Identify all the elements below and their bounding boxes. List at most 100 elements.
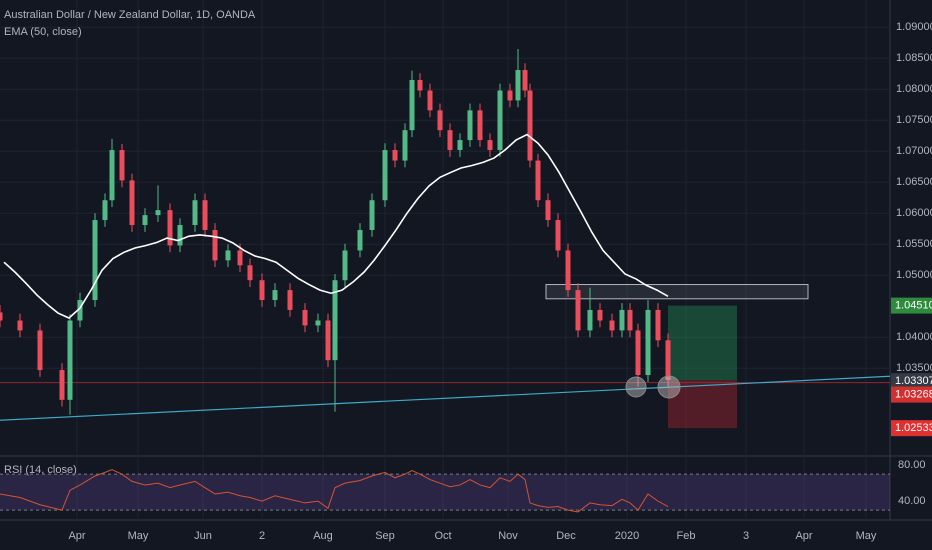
rsi-band [0, 474, 890, 511]
ema-line [3, 133, 669, 319]
candle-body [427, 90, 433, 111]
last-price-label-box [891, 386, 932, 403]
candle-body [325, 320, 331, 361]
candle-body [467, 110, 473, 141]
x-tick-label: May [856, 530, 877, 542]
x-tick-label: Apr [68, 530, 85, 542]
candle-body [17, 320, 23, 331]
indicator-label: EMA (50, close) [4, 26, 82, 38]
candle-body [437, 110, 443, 131]
y-tick-label: 1.08500 [896, 52, 932, 64]
candle-body [497, 90, 503, 151]
trendline [0, 375, 891, 421]
candle-body [382, 150, 388, 201]
candle-body [302, 309, 308, 326]
target-label: 1.04510 [895, 300, 932, 312]
candle-body [237, 250, 243, 266]
candle-body [342, 250, 348, 281]
candle-body [212, 229, 218, 261]
candle-body [102, 200, 108, 221]
candle-body [109, 150, 115, 201]
x-tick-label: 2020 [615, 530, 639, 542]
candle-body [655, 309, 661, 341]
candle-body [565, 250, 571, 291]
candle-body [77, 300, 83, 321]
profit-zone [668, 305, 737, 381]
candle-body [287, 290, 293, 310]
last-price-label: 1.03268 [895, 389, 932, 401]
highlight-circle [657, 375, 681, 399]
candle-body [129, 180, 135, 226]
zone [545, 284, 809, 300]
y-tick-label: 1.07500 [896, 114, 932, 126]
plot [0, 48, 891, 429]
candle-body [259, 280, 265, 301]
candle-body [247, 265, 253, 281]
candle-body [409, 79, 415, 131]
candle-body [555, 220, 561, 251]
candle-body [447, 130, 453, 151]
y-tick-label: 1.03500 [896, 362, 932, 374]
candle-body [142, 215, 148, 226]
y-tick-label: 1.05000 [896, 269, 932, 281]
x-tick-label: Nov [498, 530, 518, 542]
candle-body [522, 70, 528, 91]
stop-label-box [891, 420, 932, 437]
y-tick-label: 1.06500 [896, 176, 932, 188]
x-tick-label: Feb [677, 530, 696, 542]
y-tick-label: 1.06000 [896, 207, 932, 219]
x-tick-label: 2 [259, 530, 265, 542]
candle-body [457, 140, 463, 151]
candle-body [645, 309, 651, 376]
x-tick-label: Dec [556, 530, 576, 542]
entry-label: 1.03307 [895, 375, 932, 387]
candle-body [369, 200, 375, 230]
x-tick-label: Aug [313, 530, 333, 542]
candle-body [202, 200, 208, 230]
candle-body [67, 320, 73, 400]
chart-title: Australian Dollar / New Zealand Dollar, … [4, 9, 256, 21]
y-tick-label: 1.04000 [896, 331, 932, 343]
candle-body [545, 200, 551, 221]
grid [0, 0, 890, 520]
x-tick-label: Apr [795, 530, 812, 542]
candle-body [597, 309, 603, 321]
highlight-circle [625, 376, 647, 398]
y-tick-label: 1.09000 [896, 21, 932, 33]
candle-body [167, 210, 173, 246]
y-tick-label: 1.05500 [896, 238, 932, 250]
candle-body [59, 370, 65, 400]
rsi-label: RSI (14, close) [4, 464, 77, 476]
candle-body [225, 250, 231, 261]
stop-label: 1.02533 [895, 422, 932, 434]
candle-body [609, 320, 615, 331]
candle-body [0, 312, 3, 321]
candle-body [315, 320, 321, 326]
target-label-box [891, 297, 932, 314]
candle-body [587, 309, 593, 331]
candle-body [619, 309, 625, 331]
candle-body [417, 79, 423, 91]
candle-body [635, 330, 641, 376]
y-tick-label: 1.08000 [896, 83, 932, 95]
candle-body [627, 309, 633, 331]
rsi-tick-label: 80.00 [898, 459, 926, 471]
x-tick-label: Sep [375, 530, 395, 542]
candle-body [177, 225, 183, 246]
candle-body [332, 280, 338, 361]
candle-body [392, 150, 398, 161]
x-tick-label: May [128, 530, 149, 542]
candle-body [119, 150, 125, 181]
candle-body [515, 70, 521, 101]
candle-body [92, 220, 98, 301]
x-tick-label: 3 [743, 530, 749, 542]
y-tick-label: 1.07000 [896, 145, 932, 157]
candle-body [487, 140, 493, 151]
candle-body [192, 200, 198, 226]
candle-body [402, 130, 408, 161]
entry-label-box [891, 373, 932, 390]
candle-body [357, 229, 363, 251]
candle-body [155, 210, 161, 216]
